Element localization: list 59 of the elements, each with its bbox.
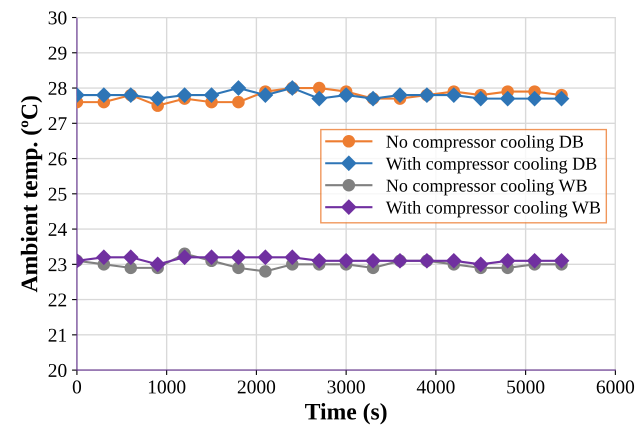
point	[258, 88, 273, 103]
point	[124, 262, 138, 274]
x-tick-label: 3000	[328, 380, 365, 394]
legend-label: With compressor cooling WB	[386, 200, 600, 218]
point	[338, 88, 354, 103]
point	[527, 253, 542, 268]
legend-label: No compressor cooling WB	[386, 179, 587, 196]
y-tick-label: 28	[48, 82, 66, 95]
point	[446, 253, 462, 268]
point	[312, 91, 327, 106]
x-tick-label: 6000	[596, 380, 634, 394]
legend-label: No compressor cooling DB	[386, 135, 584, 152]
y-tick-label: 25	[48, 188, 66, 201]
point	[232, 96, 245, 108]
y-tick-label: 29	[48, 46, 66, 60]
point	[312, 82, 326, 94]
point	[150, 256, 166, 272]
point	[259, 265, 272, 278]
point	[96, 88, 112, 103]
y-tick-label: 21	[48, 328, 66, 342]
point	[177, 250, 192, 265]
y-tick-label: 20	[48, 364, 66, 378]
point	[150, 91, 166, 106]
point	[554, 253, 570, 268]
point	[177, 88, 192, 103]
y-tick-label: 23	[48, 258, 66, 272]
point	[500, 91, 516, 106]
point	[123, 250, 138, 265]
y-tick-label: 26	[48, 152, 67, 166]
point	[232, 262, 245, 274]
point	[230, 80, 246, 96]
point	[500, 253, 516, 268]
point	[446, 88, 462, 103]
point	[392, 88, 408, 103]
x-axis-title: Time (s)	[305, 403, 387, 424]
legend-label: With compressor cooling DB	[386, 157, 596, 174]
x-tick-label: 4000	[416, 380, 455, 394]
point	[96, 250, 112, 265]
point	[258, 250, 273, 265]
y-tick-label: 27	[48, 117, 67, 130]
point	[338, 253, 354, 268]
x-tick-label: 2000	[238, 380, 276, 394]
point	[204, 250, 220, 265]
point	[365, 253, 381, 268]
y-axis-title: Ambient temp. (ºC)	[20, 96, 42, 292]
y-tick-label: 22	[48, 293, 66, 306]
point	[312, 253, 327, 268]
point	[284, 250, 300, 265]
point	[527, 91, 542, 106]
x-tick-label: 5000	[507, 380, 544, 394]
point	[230, 250, 246, 265]
y-tick-label: 30	[48, 11, 66, 24]
point	[204, 88, 220, 103]
point	[473, 256, 488, 272]
x-tick-label: 1000	[148, 380, 186, 394]
point	[473, 91, 488, 106]
x-tick-label: 0	[72, 380, 82, 394]
point	[554, 91, 570, 106]
y-tick-label: 24	[48, 222, 67, 236]
